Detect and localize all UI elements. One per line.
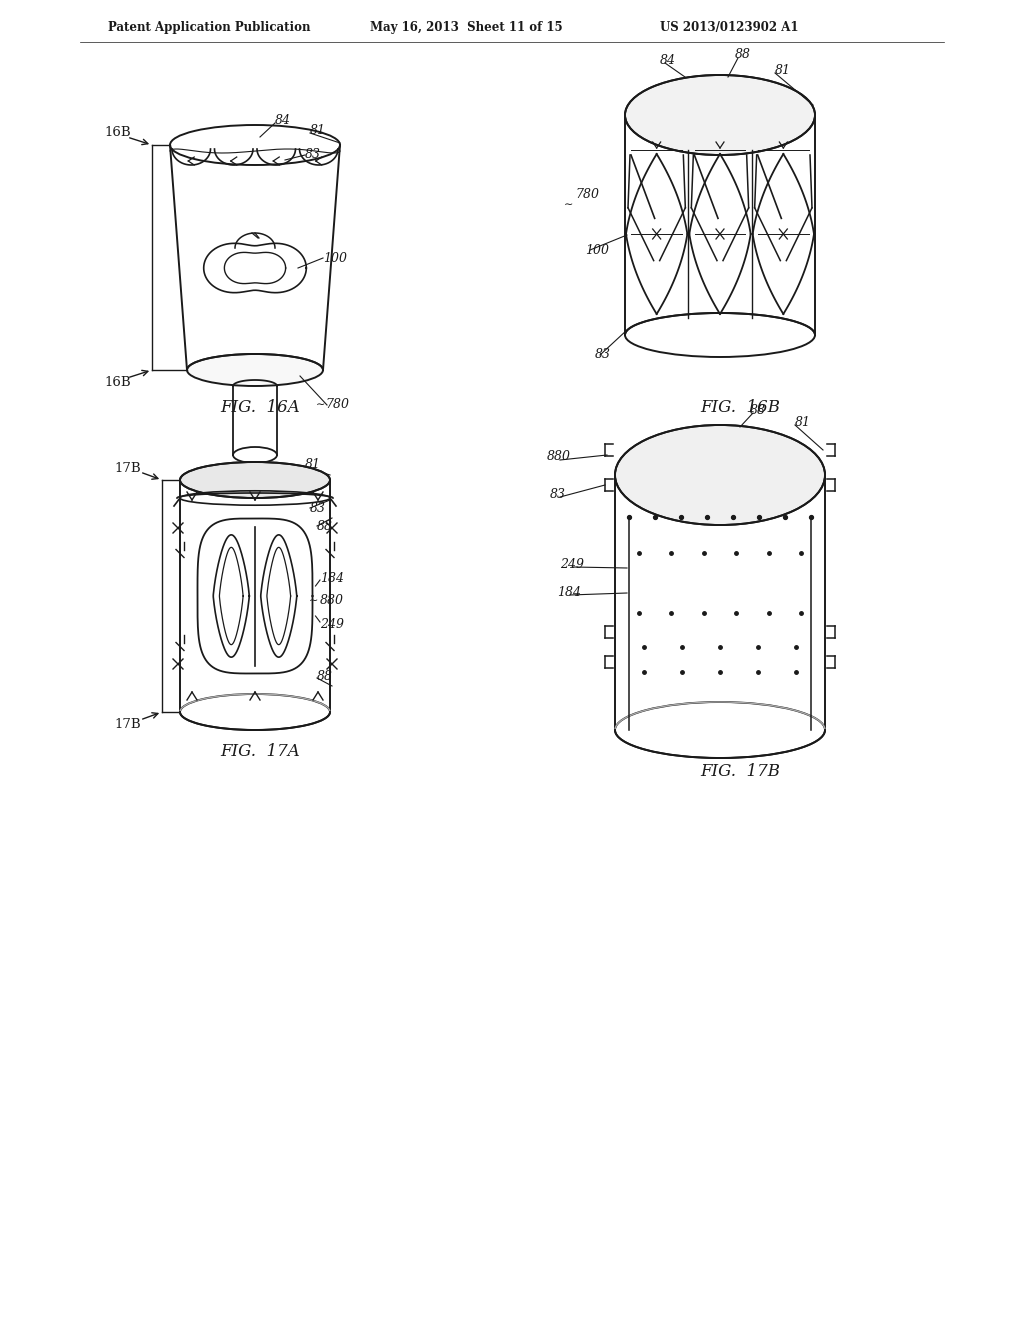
Ellipse shape (615, 425, 825, 525)
Text: 880: 880 (319, 594, 344, 607)
Text: 184: 184 (557, 586, 581, 599)
Text: 16B: 16B (104, 375, 131, 388)
Text: 81: 81 (310, 124, 326, 137)
Text: 83: 83 (310, 502, 326, 515)
Text: ∼: ∼ (563, 201, 573, 210)
Text: 83: 83 (595, 348, 611, 362)
Text: 84: 84 (275, 115, 291, 128)
Text: 184: 184 (319, 572, 344, 585)
Text: May 16, 2013  Sheet 11 of 15: May 16, 2013 Sheet 11 of 15 (370, 21, 562, 33)
Text: 780: 780 (325, 399, 349, 412)
Text: 81: 81 (775, 63, 791, 77)
Text: 84: 84 (660, 54, 676, 66)
Ellipse shape (180, 694, 330, 730)
Ellipse shape (625, 313, 815, 356)
Text: 17B: 17B (114, 462, 140, 474)
Text: 249: 249 (560, 558, 584, 572)
Ellipse shape (625, 75, 815, 154)
Text: US 2013/0123902 A1: US 2013/0123902 A1 (660, 21, 799, 33)
Ellipse shape (180, 462, 330, 498)
Text: FIG.  17A: FIG. 17A (220, 743, 300, 760)
Text: FIG.  16B: FIG. 16B (700, 400, 780, 417)
Text: 88: 88 (317, 669, 333, 682)
Text: 81: 81 (305, 458, 321, 471)
Ellipse shape (187, 354, 323, 385)
Text: FIG.  17B: FIG. 17B (700, 763, 780, 780)
Text: 17B: 17B (114, 718, 140, 730)
Text: 100: 100 (585, 243, 609, 256)
Ellipse shape (615, 702, 825, 758)
Text: 83: 83 (305, 149, 321, 161)
Text: 88: 88 (750, 404, 766, 417)
Text: 83: 83 (550, 488, 566, 502)
Text: 88: 88 (317, 520, 333, 532)
Text: 880: 880 (547, 450, 571, 463)
Text: 249: 249 (319, 618, 344, 631)
Text: ∼: ∼ (315, 400, 325, 411)
Text: 100: 100 (323, 252, 347, 264)
Text: 780: 780 (575, 189, 599, 202)
Text: Patent Application Publication: Patent Application Publication (108, 21, 310, 33)
Text: 88: 88 (735, 49, 751, 62)
Text: ∼: ∼ (308, 597, 318, 606)
Text: FIG.  16A: FIG. 16A (220, 400, 300, 417)
Text: 81: 81 (795, 417, 811, 429)
Text: 16B: 16B (104, 127, 131, 140)
